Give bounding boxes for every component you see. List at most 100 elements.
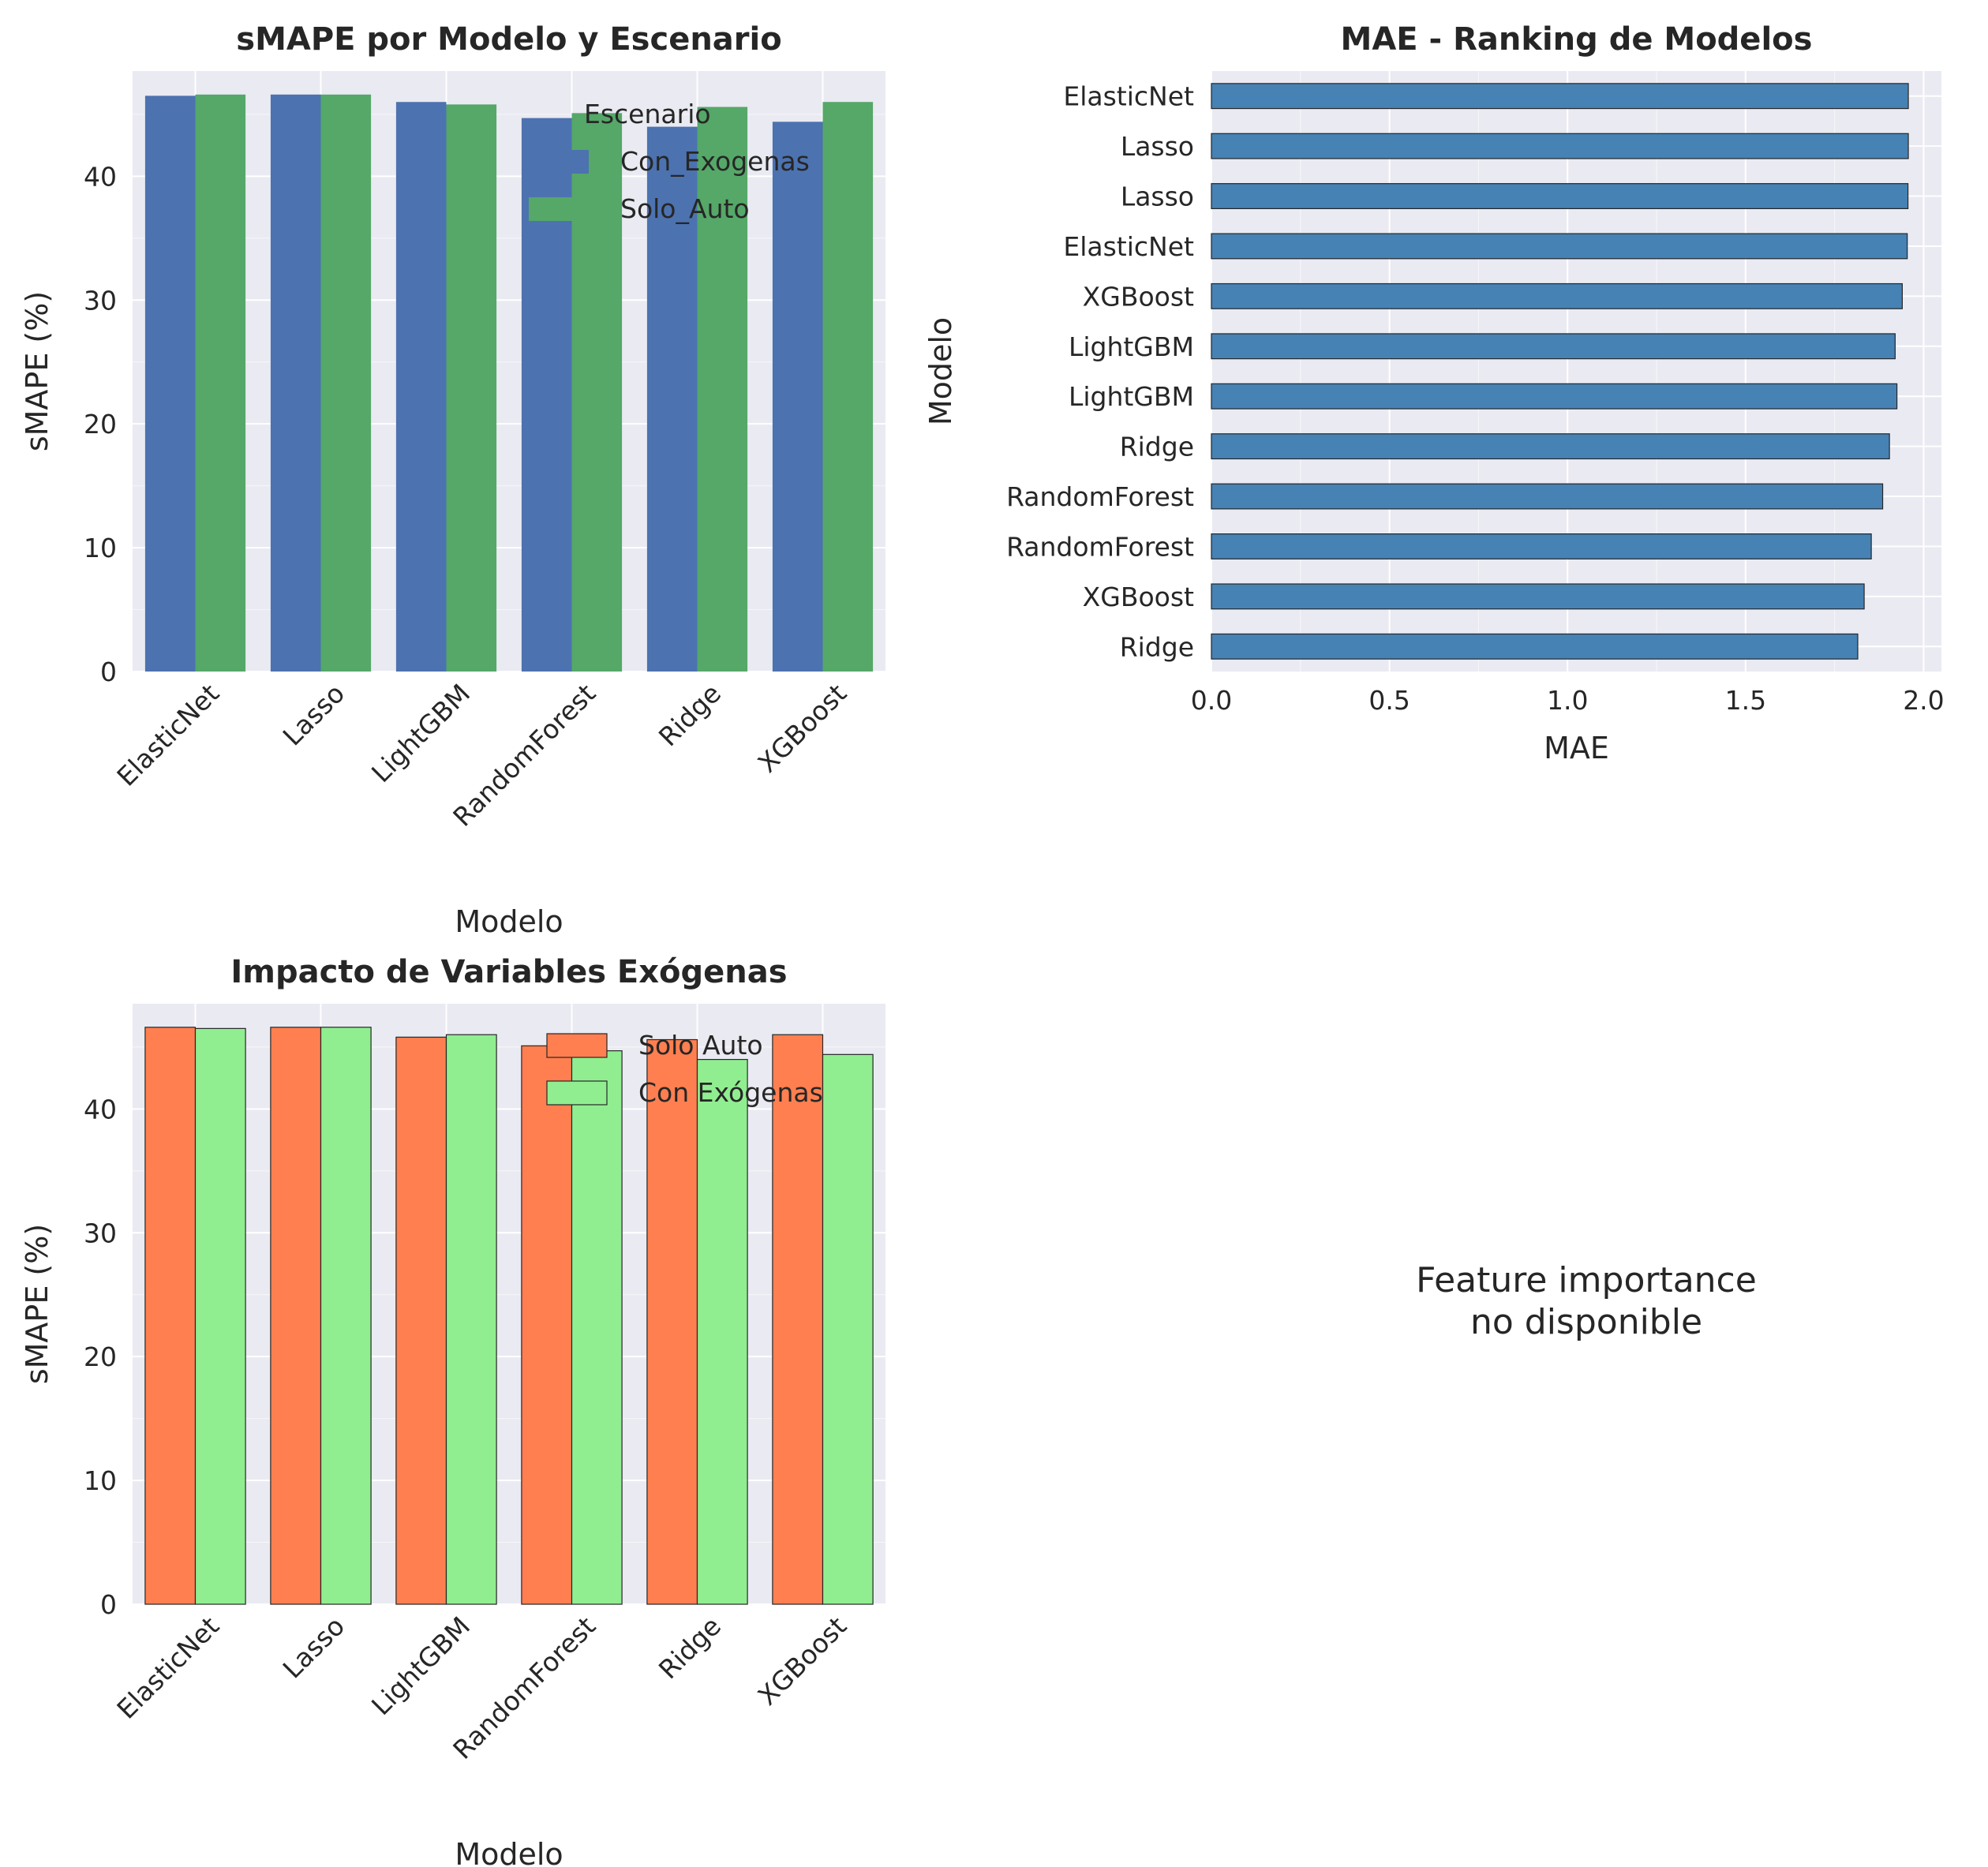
placeholder-line-2: no disponible — [1470, 1302, 1702, 1342]
bar-mae — [1211, 583, 1865, 610]
x-axis-label: Modelo — [455, 1837, 563, 1867]
bar-con-ex-genas — [571, 1050, 623, 1605]
x-tick-label: 0.5 — [1368, 685, 1410, 716]
x-tick-label: Ridge — [653, 678, 727, 752]
y-tick-label: ElasticNet — [1063, 81, 1194, 112]
bar-mae — [1211, 383, 1898, 410]
bar-mae — [1211, 233, 1908, 260]
x-tick-label: Ridge — [653, 1611, 727, 1685]
bar-con-exogenas — [144, 95, 196, 672]
bar-mae — [1211, 533, 1872, 559]
y-tick-label: LightGBM — [1069, 381, 1194, 412]
y-tick-label: 10 — [84, 1465, 117, 1496]
legend-label: Solo_Auto — [620, 193, 750, 224]
legend-label: Con_Exogenas — [620, 146, 810, 177]
bar-mae — [1211, 333, 1896, 360]
feature-importance-panel: Feature importance no disponible — [1416, 1260, 1757, 1342]
legend-title: Escenario — [584, 99, 711, 129]
y-tick-label: RandomForest — [1006, 481, 1194, 512]
y-tick-label: XGBoost — [1083, 281, 1194, 312]
y-tick-label: 20 — [84, 1341, 117, 1372]
bar-solo-auto — [446, 104, 497, 672]
legend-swatch — [529, 150, 589, 174]
plot-area — [133, 1004, 885, 1604]
bar-solo-auto — [521, 1045, 573, 1605]
legend-label: Con Exógenas — [638, 1077, 823, 1108]
bar-mae — [1211, 483, 1884, 510]
bar-con-ex-genas — [320, 1027, 372, 1605]
bar-mae — [1211, 183, 1909, 209]
x-tick-label: 2.0 — [1903, 685, 1944, 716]
mae-ranking-chart: 0.0 0.5 1.0 1.5 2.0 ElasticNet Lasso Lasso Elast… — [923, 21, 1945, 765]
y-tick-label: 0 — [100, 1589, 117, 1620]
y-tick-label: 30 — [84, 1218, 117, 1248]
bar-con-exogenas — [646, 126, 698, 672]
x-axis-label: MAE — [1544, 731, 1609, 765]
bar-solo-auto — [320, 94, 372, 672]
y-tick-label: LightGBM — [1069, 331, 1194, 362]
bar-con-ex-genas — [445, 1034, 497, 1605]
bar-con-ex-genas — [696, 1059, 748, 1605]
bar-solo-auto — [144, 1027, 197, 1605]
y-axis-label: sMAPE (%) — [20, 291, 54, 451]
x-tick-label: 1.5 — [1725, 685, 1766, 716]
bar-con-exogenas — [270, 94, 321, 672]
bar-mae — [1211, 282, 1903, 309]
bar-solo-auto — [772, 1034, 824, 1605]
chart-title: Impacto de Variables Exógenas — [230, 954, 787, 990]
bar-solo-auto — [195, 94, 246, 672]
chart-title: MAE - Ranking de Modelos — [1341, 21, 1813, 58]
y-tick-label: 40 — [84, 161, 117, 192]
y-tick-label: Lasso — [1121, 131, 1194, 162]
y-tick-label: Ridge — [1120, 631, 1194, 662]
y-tick-label: 30 — [84, 285, 117, 316]
bar-mae — [1211, 83, 1909, 110]
legend-label: Solo Auto — [638, 1030, 763, 1061]
bar-mae — [1211, 633, 1859, 660]
y-axis-label: sMAPE (%) — [20, 1224, 54, 1384]
bar-mae — [1211, 433, 1890, 460]
bar-mae — [1211, 133, 1909, 159]
bar-solo-auto — [571, 113, 623, 672]
y-tick-label: ElasticNet — [1063, 231, 1194, 262]
x-tick-label: ElasticNet — [110, 678, 225, 792]
y-tick-label: Ridge — [1120, 432, 1194, 462]
bar-solo-auto — [270, 1027, 322, 1605]
legend-swatch — [529, 197, 589, 221]
y-tick-label: Lasso — [1121, 181, 1194, 212]
chart-title: sMAPE por Modelo y Escenario — [236, 21, 781, 58]
x-tick-label: ElasticNet — [110, 1611, 225, 1725]
y-tick-label: 20 — [84, 409, 117, 440]
bar-solo-auto — [646, 1038, 698, 1605]
x-tick-label: 0.0 — [1191, 685, 1232, 716]
y-tick-label: 10 — [84, 533, 117, 563]
placeholder-line-1: Feature importance — [1416, 1260, 1757, 1300]
x-tick-label: LightGBM — [365, 678, 476, 788]
x-axis-label: Modelo — [455, 904, 563, 939]
bar-con-exogenas — [772, 122, 823, 672]
bar-con-ex-genas — [822, 1053, 874, 1605]
x-tick-label: 1.0 — [1547, 685, 1588, 716]
y-tick-label: RandomForest — [1006, 531, 1194, 562]
bar-con-ex-genas — [194, 1027, 246, 1605]
x-tick-label: XGBoost — [752, 1611, 853, 1712]
y-tick-label: 40 — [84, 1094, 117, 1124]
y-tick-label: XGBoost — [1083, 582, 1194, 612]
x-tick-label: LightGBM — [365, 1611, 476, 1721]
bar-solo-auto — [395, 1036, 447, 1605]
x-tick-label: Lasso — [277, 678, 350, 751]
x-tick-label: XGBoost — [752, 678, 853, 779]
legend-swatch — [546, 1080, 608, 1106]
y-tick-label: 0 — [100, 657, 117, 687]
plot-area — [1211, 71, 1941, 672]
x-tick-label: Lasso — [277, 1611, 350, 1684]
y-axis-label: Modelo — [923, 317, 958, 425]
bar-con-exogenas — [395, 102, 447, 672]
bar-solo-auto — [822, 102, 874, 672]
bar-solo-auto — [697, 107, 748, 672]
legend-swatch — [546, 1033, 608, 1058]
plot-area — [133, 71, 885, 672]
